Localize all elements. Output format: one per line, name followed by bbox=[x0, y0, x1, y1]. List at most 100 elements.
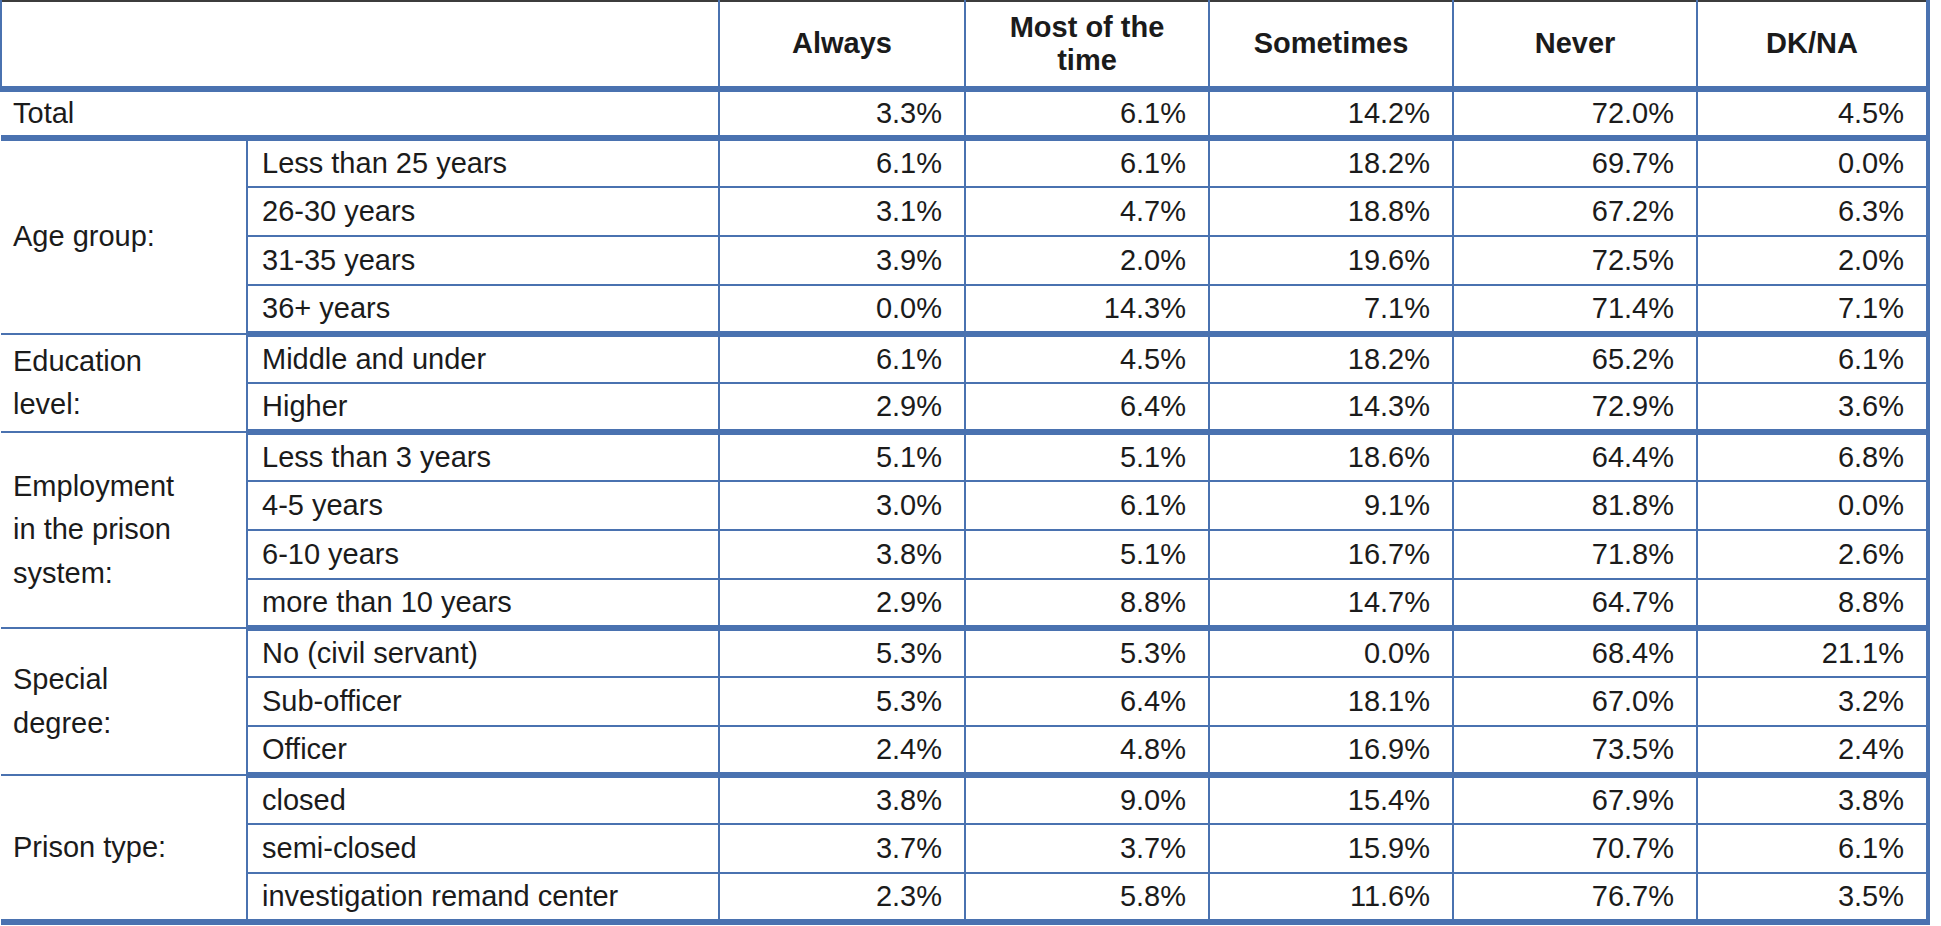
value-cell: 15.4% bbox=[1209, 775, 1453, 824]
value-cell: 81.8% bbox=[1453, 481, 1697, 530]
value-cell: 5.3% bbox=[719, 677, 965, 726]
row-label: Middle and under bbox=[247, 334, 719, 383]
row-label: 31-35 years bbox=[247, 236, 719, 285]
value-cell: 14.7% bbox=[1209, 579, 1453, 628]
value-cell: 11.6% bbox=[1209, 873, 1453, 922]
value-cell: 64.4% bbox=[1453, 432, 1697, 481]
value-cell: 16.9% bbox=[1209, 726, 1453, 775]
value-cell: 6.1% bbox=[965, 481, 1209, 530]
value-cell: 6.1% bbox=[719, 138, 965, 187]
value-cell: 14.3% bbox=[965, 285, 1209, 334]
table-row: Age group:Less than 25 years6.1%6.1%18.2… bbox=[1, 138, 1928, 187]
value-cell: 72.5% bbox=[1453, 236, 1697, 285]
value-cell: 0.0% bbox=[1697, 138, 1928, 187]
value-cell: 7.1% bbox=[1209, 285, 1453, 334]
value-cell: 5.1% bbox=[965, 530, 1209, 579]
value-cell: 6.1% bbox=[965, 138, 1209, 187]
value-cell: 5.3% bbox=[965, 628, 1209, 677]
value-cell: 64.7% bbox=[1453, 579, 1697, 628]
value-cell: 69.7% bbox=[1453, 138, 1697, 187]
row-label: investigation remand center bbox=[247, 873, 719, 922]
value-cell: 4.5% bbox=[965, 334, 1209, 383]
value-cell: 67.2% bbox=[1453, 187, 1697, 236]
value-cell: 7.1% bbox=[1697, 285, 1928, 334]
value-cell: 9.0% bbox=[965, 775, 1209, 824]
value-cell: 2.9% bbox=[719, 579, 965, 628]
value-cell: 18.1% bbox=[1209, 677, 1453, 726]
value-cell: 18.2% bbox=[1209, 334, 1453, 383]
row-label: 26-30 years bbox=[247, 187, 719, 236]
row-group-label: Education level: bbox=[1, 334, 247, 432]
value-cell: 3.5% bbox=[1697, 873, 1928, 922]
value-cell: 68.4% bbox=[1453, 628, 1697, 677]
value-cell: 6.4% bbox=[965, 677, 1209, 726]
table-row: 36+ years0.0%14.3%7.1%71.4%7.1% bbox=[1, 285, 1928, 334]
value-cell: 2.4% bbox=[719, 726, 965, 775]
value-cell: 71.4% bbox=[1453, 285, 1697, 334]
column-header-dk-na: DK/NA bbox=[1697, 1, 1928, 89]
table-row: Higher2.9%6.4%14.3%72.9%3.6% bbox=[1, 383, 1928, 432]
value-cell: 5.3% bbox=[719, 628, 965, 677]
value-cell: 67.0% bbox=[1453, 677, 1697, 726]
row-label: semi-closed bbox=[247, 824, 719, 873]
value-cell: 3.7% bbox=[965, 824, 1209, 873]
value-cell: 4.8% bbox=[965, 726, 1209, 775]
value-cell: 0.0% bbox=[1209, 628, 1453, 677]
value-cell: 19.6% bbox=[1209, 236, 1453, 285]
row-group-label: Employment in the prison system: bbox=[1, 432, 247, 628]
value-cell: 2.0% bbox=[965, 236, 1209, 285]
table-row: Officer2.4%4.8%16.9%73.5%2.4% bbox=[1, 726, 1928, 775]
value-cell: 65.2% bbox=[1453, 334, 1697, 383]
table-row: Education level:Middle and under6.1%4.5%… bbox=[1, 334, 1928, 383]
value-cell: 3.7% bbox=[719, 824, 965, 873]
value-cell: 2.4% bbox=[1697, 726, 1928, 775]
table-row: 6-10 years3.8%5.1%16.7%71.8%2.6% bbox=[1, 530, 1928, 579]
row-label: Higher bbox=[247, 383, 719, 432]
value-cell: 70.7% bbox=[1453, 824, 1697, 873]
value-cell: 3.8% bbox=[1697, 775, 1928, 824]
row-label: more than 10 years bbox=[247, 579, 719, 628]
header-row: Always Most of the time Sometimes Never … bbox=[1, 1, 1928, 89]
row-label: 6-10 years bbox=[247, 530, 719, 579]
value-cell: 3.9% bbox=[719, 236, 965, 285]
row-label: Less than 3 years bbox=[247, 432, 719, 481]
table-row: semi-closed3.7%3.7%15.9%70.7%6.1% bbox=[1, 824, 1928, 873]
value-cell: 2.9% bbox=[719, 383, 965, 432]
value-cell: 3.3% bbox=[719, 89, 965, 138]
value-cell: 2.6% bbox=[1697, 530, 1928, 579]
value-cell: 72.9% bbox=[1453, 383, 1697, 432]
value-cell: 6.8% bbox=[1697, 432, 1928, 481]
value-cell: 3.6% bbox=[1697, 383, 1928, 432]
value-cell: 2.0% bbox=[1697, 236, 1928, 285]
value-cell: 6.4% bbox=[965, 383, 1209, 432]
row-group-label: Prison type: bbox=[1, 775, 247, 922]
value-cell: 67.9% bbox=[1453, 775, 1697, 824]
value-cell: 5.1% bbox=[719, 432, 965, 481]
table-row: 31-35 years3.9%2.0%19.6%72.5%2.0% bbox=[1, 236, 1928, 285]
value-cell: 18.2% bbox=[1209, 138, 1453, 187]
table-row: 26-30 years3.1%4.7%18.8%67.2%6.3% bbox=[1, 187, 1928, 236]
table-body: Total3.3%6.1%14.2%72.0%4.5%Age group:Les… bbox=[1, 89, 1928, 922]
value-cell: 5.1% bbox=[965, 432, 1209, 481]
row-group-label: Age group: bbox=[1, 138, 247, 334]
value-cell: 5.8% bbox=[965, 873, 1209, 922]
value-cell: 4.7% bbox=[965, 187, 1209, 236]
value-cell: 6.1% bbox=[719, 334, 965, 383]
row-group-label: Special degree: bbox=[1, 628, 247, 775]
value-cell: 18.8% bbox=[1209, 187, 1453, 236]
value-cell: 3.2% bbox=[1697, 677, 1928, 726]
value-cell: 9.1% bbox=[1209, 481, 1453, 530]
value-cell: 16.7% bbox=[1209, 530, 1453, 579]
value-cell: 3.8% bbox=[719, 775, 965, 824]
value-cell: 6.1% bbox=[965, 89, 1209, 138]
table-row: Sub-officer5.3%6.4%18.1%67.0%3.2% bbox=[1, 677, 1928, 726]
column-header-never: Never bbox=[1453, 1, 1697, 89]
row-label-total: Total bbox=[1, 89, 719, 138]
value-cell: 14.2% bbox=[1209, 89, 1453, 138]
value-cell: 15.9% bbox=[1209, 824, 1453, 873]
survey-results-table: Always Most of the time Sometimes Never … bbox=[0, 0, 1930, 925]
row-label: closed bbox=[247, 775, 719, 824]
table-row: Total3.3%6.1%14.2%72.0%4.5% bbox=[1, 89, 1928, 138]
row-label: Officer bbox=[247, 726, 719, 775]
value-cell: 71.8% bbox=[1453, 530, 1697, 579]
